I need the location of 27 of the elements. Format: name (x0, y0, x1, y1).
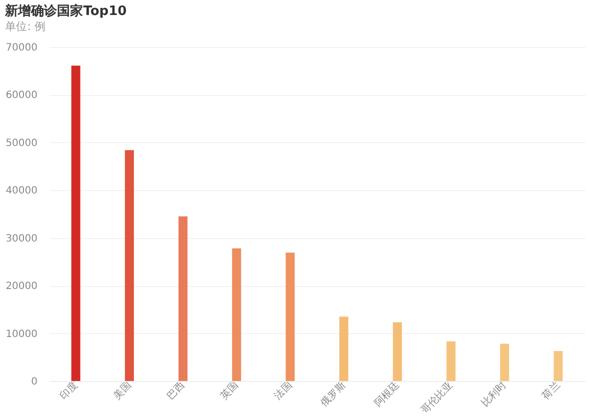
y-tick-label: 40000 (6, 186, 38, 197)
y-tick-label: 10000 (6, 328, 38, 340)
x-tick-label: 哥伦比亚 (418, 379, 456, 416)
chart-subtitle: 单位: 例 (5, 20, 46, 33)
bar (232, 248, 242, 381)
y-tick-label: 70000 (6, 42, 38, 54)
bar (446, 341, 456, 381)
x-tick-label: 比利时 (479, 379, 509, 409)
y-tick-label: 20000 (6, 281, 38, 292)
x-tick-label: 荷兰 (540, 379, 562, 402)
bar (178, 216, 188, 381)
x-tick-label: 俄罗斯 (318, 379, 348, 409)
y-tick-label: 0 (31, 376, 38, 388)
x-tick-label: 阿根廷 (372, 379, 402, 409)
chart-title: 新增确诊国家Top10 (4, 3, 127, 19)
bar (554, 350, 563, 381)
bar (286, 252, 295, 381)
x-tick-label: 巴西 (165, 380, 188, 402)
bar (339, 316, 348, 381)
y-tick-label: 50000 (6, 138, 38, 149)
bar (71, 66, 80, 381)
x-tick-label: 印度 (57, 379, 80, 402)
y-tick-label: 60000 (6, 90, 38, 102)
bar (124, 150, 134, 381)
bar (392, 322, 402, 381)
bar (500, 344, 510, 381)
y-tick-label: 30000 (6, 233, 38, 244)
